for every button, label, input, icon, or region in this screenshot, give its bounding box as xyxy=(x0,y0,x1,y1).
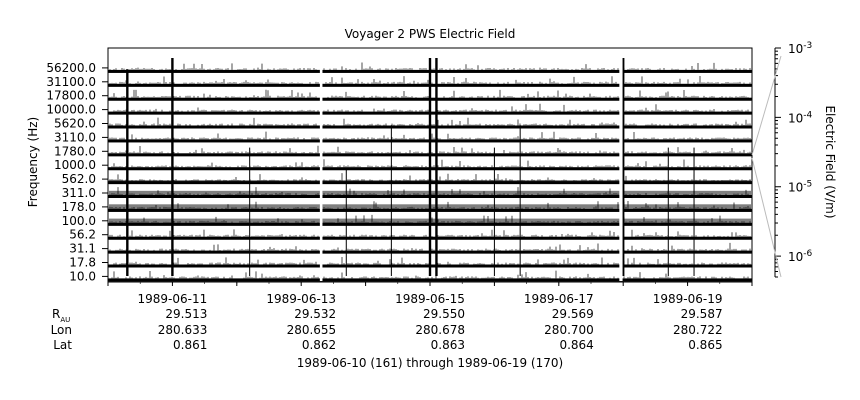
channel-noise xyxy=(107,103,749,112)
frequency-tick-label: 56.2 xyxy=(69,228,96,242)
burst-mark xyxy=(435,58,438,276)
frequency-tick-label: 17800.0 xyxy=(46,89,96,103)
ephemeris-value-lat: 0.861 xyxy=(173,338,207,352)
colorbar: 10-3 10-4 10-5 10-6 xyxy=(751,41,813,278)
frequency-tick-labels: 10.017.831.156.2100.0178.0311.0562.01000… xyxy=(46,61,108,283)
burst-mark xyxy=(249,147,251,276)
x-tick-label: 1989-06-13 xyxy=(266,292,336,306)
date-range-label: 1989-06-10 (161) through 1989-06-19 (170… xyxy=(297,356,563,370)
x-axis: 1989-06-11 1989-06-13 1989-06-15 1989-06-17… xyxy=(107,282,753,306)
burst-mark xyxy=(622,58,625,276)
x-tick-label: 1989-06-15 xyxy=(395,292,465,306)
ephemeris-value-lat: 0.865 xyxy=(688,338,722,352)
burst-mark xyxy=(519,125,521,276)
frequency-tick-label: 311.0 xyxy=(62,186,96,200)
x-tick-label: 1989-06-17 xyxy=(524,292,594,306)
frequency-tick-label: 5620.0 xyxy=(54,117,96,131)
ephemeris-label-lat: Lat xyxy=(53,338,72,352)
frequency-tick-label: 31.1 xyxy=(69,242,96,256)
frequency-tick-label: 562.0 xyxy=(62,172,96,186)
y-axis-label: Frequency (Hz) xyxy=(26,117,40,208)
ephemeris-value-r-au: 29.587 xyxy=(681,307,723,321)
ephemeris-value-lat: 0.864 xyxy=(559,338,593,352)
channel-noise xyxy=(107,76,751,84)
data-gap xyxy=(319,49,323,281)
ephemeris-value-lat: 0.863 xyxy=(431,338,465,352)
frequency-tick-label: 1000.0 xyxy=(54,158,96,172)
ephemeris-value-lon: 280.700 xyxy=(544,323,594,337)
frequency-tick-label: 3110.0 xyxy=(54,130,96,144)
colorbar-tick-label: 10-6 xyxy=(788,249,813,264)
channel-noise xyxy=(109,187,749,195)
channel-baseline xyxy=(108,278,752,282)
burst-mark xyxy=(390,125,392,276)
channel-noise xyxy=(107,173,751,182)
ephemeris-value-lon: 280.655 xyxy=(287,323,337,337)
frequency-tick-label: 10.0 xyxy=(69,269,96,283)
channel-noise xyxy=(113,257,751,265)
burst-mark xyxy=(171,58,174,276)
ephemeris-value-r-au: 29.513 xyxy=(165,307,207,321)
frequency-tick-label: 17.8 xyxy=(69,256,96,270)
ephemeris-value-r-au: 29.569 xyxy=(552,307,594,321)
ephemeris-value-lon: 280.633 xyxy=(158,323,208,337)
chart-title: Voyager 2 PWS Electric Field xyxy=(345,27,516,41)
data-gap xyxy=(619,49,623,281)
channel-noise xyxy=(107,270,749,279)
frequency-tick-label: 100.0 xyxy=(62,214,96,228)
burst-mark xyxy=(667,147,669,276)
colorbar-tick-label: 10-3 xyxy=(788,41,812,56)
frequency-tick-label: 10000.0 xyxy=(46,103,96,117)
ephemeris-label-lon: Lon xyxy=(51,323,72,337)
frequency-tick-label: 178.0 xyxy=(62,200,96,214)
channel-row-10.0 xyxy=(107,270,752,282)
colorbar-connector xyxy=(751,55,782,156)
frequency-tick-label: 1780.0 xyxy=(54,144,96,158)
burst-mark xyxy=(428,58,432,276)
x-tick-label: 1989-06-19 xyxy=(653,292,723,306)
colorbar-tick-label: 10-5 xyxy=(788,180,812,195)
ephemeris-value-lon: 280.678 xyxy=(415,323,465,337)
x-tick-label: 1989-06-11 xyxy=(138,292,208,306)
plot-area xyxy=(107,47,753,283)
frequency-tick-label: 56200.0 xyxy=(46,61,96,75)
burst-mark xyxy=(493,147,495,276)
ephemeris-value-r-au: 29.550 xyxy=(423,307,465,321)
channel-noise xyxy=(109,229,751,237)
channel-noise xyxy=(109,242,751,251)
burst-mark xyxy=(126,69,129,276)
ephemeris-value-lat: 0.862 xyxy=(302,338,336,352)
ephemeris-value-r-au: 29.532 xyxy=(294,307,336,321)
colorbar-connector xyxy=(751,157,782,278)
ephemeris-value-lon: 280.722 xyxy=(673,323,723,337)
ephemeris-label-r: RAU xyxy=(52,307,70,324)
channel-noise xyxy=(109,131,751,140)
burst-mark xyxy=(693,147,695,276)
colorbar-label: Electric Field (V/m) xyxy=(823,105,837,218)
burst-mark xyxy=(345,170,347,276)
colorbar-tick-label: 10-4 xyxy=(788,110,813,125)
channel-noise xyxy=(107,62,751,70)
channel-noise xyxy=(109,89,749,98)
frequency-tick-label: 31100.0 xyxy=(46,75,96,89)
